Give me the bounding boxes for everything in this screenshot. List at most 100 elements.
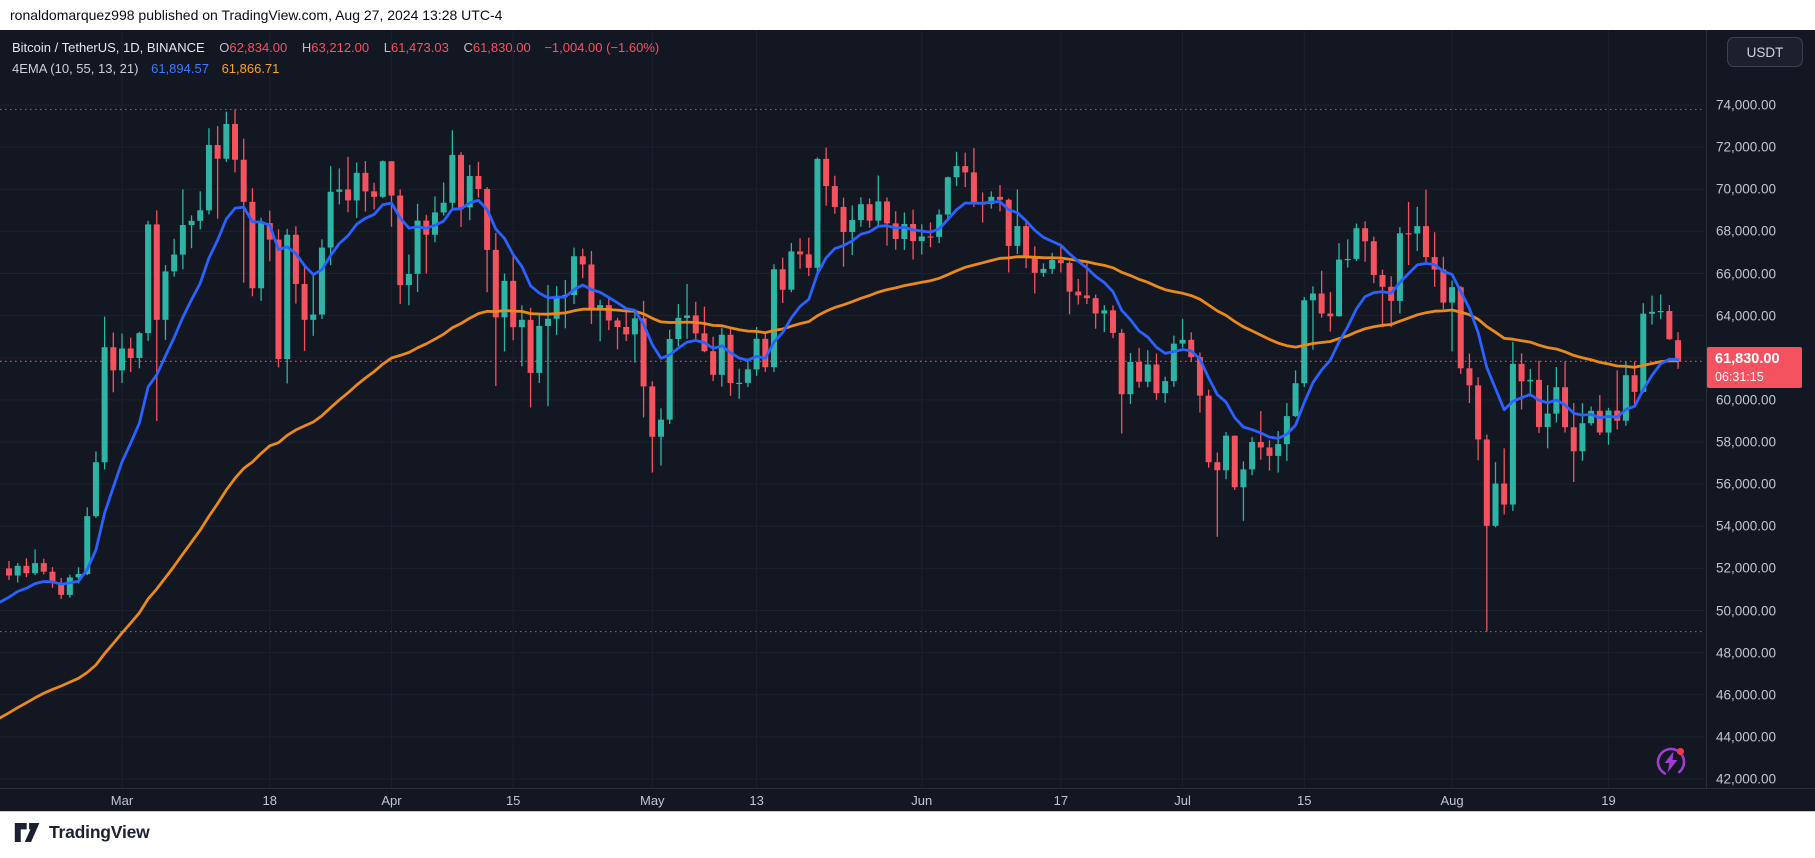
candle-body	[1057, 260, 1064, 263]
currency-toggle-button[interactable]: USDT	[1727, 37, 1803, 67]
ema-slow-line	[0, 255, 1680, 720]
price-tick-label: 54,000.00	[1716, 518, 1777, 534]
candle-body	[666, 339, 673, 420]
candle-body	[1527, 379, 1534, 382]
candle-body	[40, 563, 47, 572]
candle-body	[292, 234, 299, 285]
candle-body	[205, 145, 212, 211]
candle-body	[518, 319, 525, 328]
candle-body	[466, 175, 473, 208]
candle-body	[536, 325, 543, 373]
candle-body	[6, 568, 12, 576]
candle-body	[1162, 381, 1169, 394]
candle-body	[492, 249, 499, 318]
candle-body	[770, 269, 777, 368]
candle-body	[362, 172, 369, 192]
candle-body	[579, 256, 586, 265]
time-tick-label: May	[640, 793, 665, 808]
ema-slow-value: 61,866.71	[221, 61, 280, 76]
candle-body	[266, 223, 273, 240]
candle-body	[944, 177, 951, 215]
candle-body	[179, 225, 186, 255]
candle-body	[32, 563, 39, 574]
candle-body	[866, 204, 873, 221]
candle-body	[440, 202, 447, 213]
candle-body	[1544, 413, 1551, 428]
boost-lightning-icon[interactable]	[1652, 742, 1690, 780]
indicator-name: 4EMA (10, 55, 13, 21)	[12, 61, 139, 76]
chart-legend: Bitcoin / TetherUS, 1D, BINANCE O62,834.…	[12, 37, 659, 79]
candle-body	[127, 348, 134, 358]
price-tick-label: 64,000.00	[1716, 308, 1777, 324]
candle-body	[1040, 268, 1047, 273]
price-tick-label: 68,000.00	[1716, 223, 1777, 239]
last-price-label: 61,830.00 06:31:15	[1707, 347, 1802, 389]
candle-body	[1179, 339, 1186, 344]
candle-body	[1483, 439, 1490, 526]
candle-body	[84, 516, 91, 575]
price-tick-label: 50,000.00	[1716, 603, 1777, 618]
candle-body	[649, 386, 656, 437]
candle-body	[1231, 435, 1238, 488]
symbol-title: Bitcoin / TetherUS, 1D, BINANCE	[12, 40, 205, 55]
price-tick-label: 58,000.00	[1716, 434, 1777, 450]
price-axis[interactable]: 74,000.00 72,000.00 70,000.00 68,000.00 66,0…	[1706, 30, 1815, 788]
candle-body	[405, 273, 412, 286]
candle-body	[1336, 259, 1343, 317]
time-tick-label: 15	[1297, 793, 1312, 808]
tradingview-logo[interactable]: TradingView	[14, 821, 150, 844]
candle-body	[249, 201, 256, 289]
candle-body	[1492, 483, 1499, 526]
time-axis[interactable]: Mar 18 Apr 15 May 13 Jun 17 Jul 15 Aug 19	[0, 788, 1815, 812]
attribution-bar: ronaldomarquez998 published on TradingVi…	[0, 0, 1815, 30]
candle-body	[1266, 447, 1273, 456]
price-tick-label: 46,000.00	[1716, 687, 1777, 703]
candle-body	[623, 326, 630, 335]
candle-body	[379, 161, 386, 197]
candle-body	[336, 189, 343, 192]
candle-body	[823, 158, 830, 187]
candle-body	[1596, 410, 1603, 433]
price-tick-label: 66,000.00	[1716, 266, 1777, 281]
price-chart-canvas[interactable]	[0, 30, 1815, 812]
time-tick-label: Mar	[110, 793, 134, 808]
candle-body	[1292, 383, 1299, 417]
price-tick-label: 72,000.00	[1716, 139, 1777, 155]
candle-body	[883, 201, 890, 224]
candle-body	[1509, 363, 1516, 505]
candle-body	[710, 351, 717, 375]
candle-body	[162, 271, 169, 320]
candle-body	[727, 334, 734, 384]
candle-body	[1666, 310, 1673, 340]
candle-body	[892, 223, 899, 239]
open-value: O62,834.00	[219, 40, 288, 55]
candle-body	[14, 565, 21, 576]
indicator-row: 4EMA (10, 55, 13, 21) 61,894.57 61,866.7…	[12, 58, 659, 79]
candle-body	[1014, 226, 1021, 246]
candle-body	[605, 305, 612, 321]
candle-body	[1136, 361, 1143, 382]
candle-body	[510, 280, 517, 328]
candle-body	[1301, 300, 1308, 384]
candle-body	[371, 191, 378, 197]
candle-body	[1605, 410, 1612, 433]
candle-body	[197, 210, 204, 221]
candle-body	[431, 212, 438, 235]
candle-body	[1005, 199, 1012, 246]
candle-body	[927, 236, 934, 238]
candle-body	[101, 347, 108, 463]
price-tick-label: 56,000.00	[1716, 476, 1777, 492]
candle-body	[153, 224, 160, 320]
candle-body	[1405, 233, 1412, 235]
candle-body	[23, 565, 30, 574]
candle-body	[1562, 387, 1569, 428]
candle-body	[744, 369, 751, 383]
candle-body	[388, 161, 395, 196]
candle-body	[875, 201, 882, 221]
price-tick-label: 44,000.00	[1716, 729, 1777, 745]
candle-body	[901, 224, 908, 239]
candle-body	[1422, 226, 1429, 258]
time-tick-label: 18	[262, 793, 278, 808]
candle-body	[1648, 311, 1655, 314]
